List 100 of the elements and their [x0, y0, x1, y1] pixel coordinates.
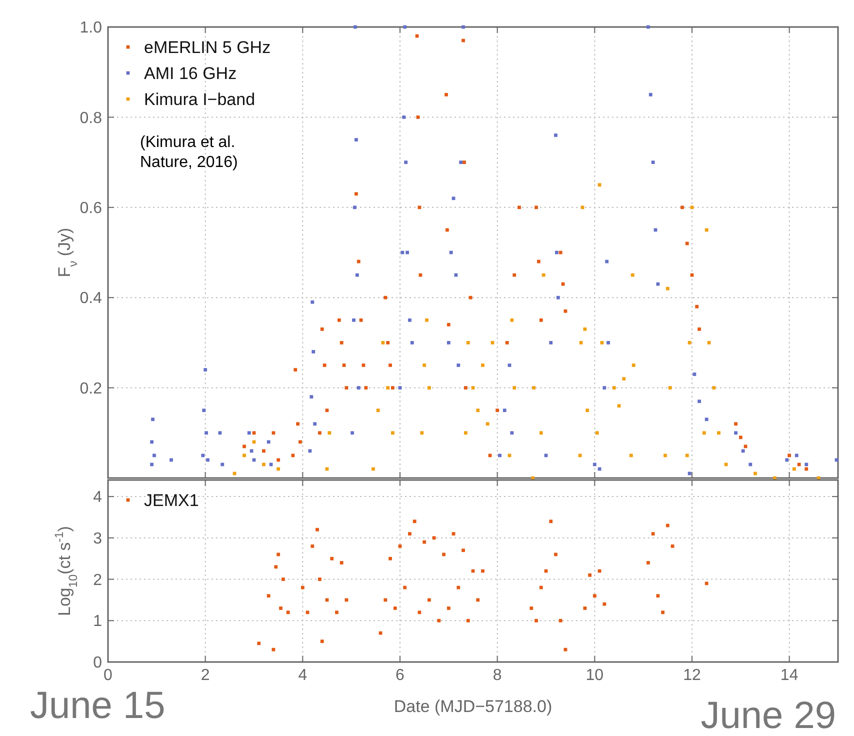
point	[242, 454, 246, 458]
point	[707, 341, 711, 344]
text: June 15	[30, 685, 166, 727]
point	[444, 92, 448, 96]
point	[391, 386, 394, 390]
point	[512, 386, 516, 390]
point	[372, 467, 375, 471]
x-tick-label: 14	[780, 667, 798, 684]
point	[340, 341, 344, 344]
point	[702, 431, 706, 435]
point	[428, 386, 431, 390]
point	[422, 364, 426, 367]
point	[630, 273, 634, 277]
point	[664, 454, 667, 458]
point	[486, 422, 490, 426]
y-tick-label: 0	[93, 654, 102, 672]
point	[734, 422, 738, 426]
legend-label: JEMX1	[144, 490, 199, 510]
point	[354, 192, 358, 196]
point	[384, 296, 388, 300]
point	[622, 377, 626, 380]
point	[468, 296, 472, 300]
y-tick-label: 0.4	[80, 290, 102, 308]
point	[464, 431, 468, 435]
y-tick-label: 1.0	[80, 20, 102, 37]
point	[466, 341, 470, 344]
point	[342, 364, 346, 367]
point	[462, 38, 465, 42]
point	[804, 467, 808, 471]
point	[416, 116, 420, 119]
point	[272, 431, 276, 435]
point	[381, 341, 385, 344]
point	[276, 467, 280, 471]
legend-label: Kimura I−band	[144, 90, 256, 109]
point	[496, 408, 500, 412]
point	[446, 228, 449, 232]
point	[564, 309, 568, 313]
point	[262, 462, 266, 466]
point	[712, 386, 716, 390]
point	[464, 386, 468, 390]
point	[579, 341, 583, 344]
point	[539, 431, 543, 435]
point	[425, 318, 428, 322]
point	[386, 386, 390, 390]
point	[685, 454, 689, 458]
point	[586, 408, 590, 412]
point	[558, 250, 562, 254]
point	[532, 386, 536, 390]
point	[471, 386, 475, 390]
point	[666, 286, 670, 290]
point	[512, 273, 516, 277]
point	[668, 386, 672, 390]
point	[738, 436, 742, 440]
x-tick-label: 12	[683, 667, 701, 684]
x-tick-label: 8	[492, 667, 502, 684]
point	[704, 228, 708, 232]
point	[680, 206, 684, 210]
point	[344, 386, 348, 390]
point	[788, 454, 792, 458]
point	[462, 160, 466, 164]
point	[690, 206, 694, 210]
point	[754, 472, 757, 476]
point	[685, 242, 689, 246]
point	[612, 386, 616, 390]
legend-label: AMI 16 GHz	[144, 64, 237, 83]
point	[476, 408, 480, 412]
point	[695, 304, 699, 308]
y-tick-label: 0.8	[80, 110, 102, 127]
x-tick-label: 6	[396, 667, 405, 684]
point	[356, 260, 360, 264]
point	[376, 408, 380, 412]
point	[744, 444, 748, 448]
x-axis-title: Date (MJD−57188.0)	[394, 697, 552, 716]
point	[386, 341, 390, 344]
point	[629, 454, 633, 458]
point	[537, 260, 540, 264]
point	[632, 364, 636, 367]
point	[364, 386, 368, 390]
point	[534, 206, 538, 210]
text: June 29	[700, 695, 836, 736]
point	[252, 431, 256, 435]
point	[418, 273, 422, 277]
point	[325, 408, 329, 412]
point	[320, 327, 324, 331]
point	[578, 454, 582, 458]
point	[580, 206, 584, 210]
legend-label: eMERLIN 5 GHz	[144, 38, 271, 57]
point	[797, 462, 801, 466]
point	[298, 440, 302, 444]
annotation: (Kimura et al. Nature, 2016)	[140, 134, 238, 171]
x-tick-label: 0	[104, 667, 113, 684]
point	[542, 273, 546, 277]
point	[717, 431, 720, 435]
point	[510, 318, 514, 322]
point	[420, 431, 424, 435]
point	[539, 318, 543, 322]
point	[446, 322, 450, 326]
point	[505, 341, 509, 344]
point	[561, 282, 565, 286]
point	[617, 404, 621, 408]
